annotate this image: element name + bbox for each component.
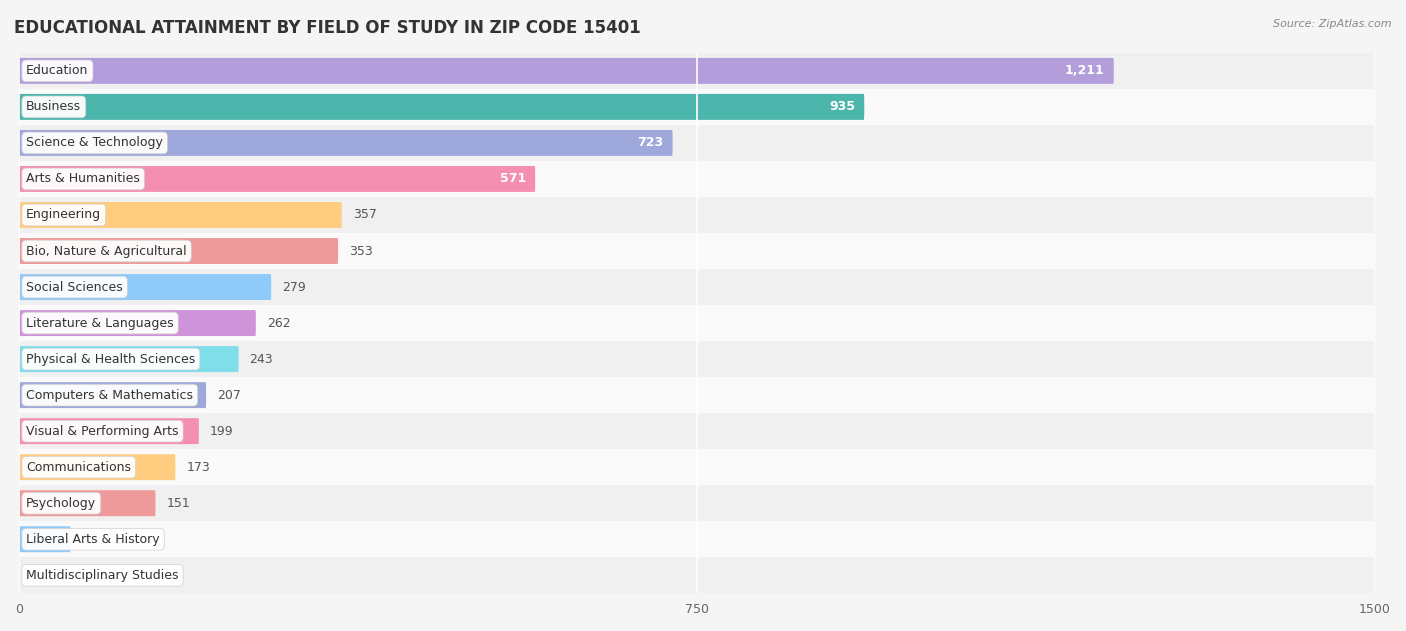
Text: Science & Technology: Science & Technology (27, 136, 163, 150)
Text: Liberal Arts & History: Liberal Arts & History (27, 533, 160, 546)
Text: Source: ZipAtlas.com: Source: ZipAtlas.com (1274, 19, 1392, 29)
FancyBboxPatch shape (20, 490, 156, 516)
Text: Bio, Nature & Agricultural: Bio, Nature & Agricultural (27, 245, 187, 257)
Text: Multidisciplinary Studies: Multidisciplinary Studies (27, 569, 179, 582)
FancyBboxPatch shape (20, 526, 70, 552)
Text: 262: 262 (267, 317, 290, 329)
Text: Visual & Performing Arts: Visual & Performing Arts (27, 425, 179, 438)
Text: 0: 0 (30, 569, 38, 582)
Text: Social Sciences: Social Sciences (27, 281, 122, 293)
FancyBboxPatch shape (20, 346, 239, 372)
Text: 353: 353 (349, 245, 373, 257)
Text: Engineering: Engineering (27, 208, 101, 221)
Bar (20, 341, 1375, 377)
FancyBboxPatch shape (20, 454, 176, 480)
Text: 173: 173 (186, 461, 209, 474)
Text: 243: 243 (249, 353, 273, 365)
FancyBboxPatch shape (20, 382, 207, 408)
Text: Computers & Mathematics: Computers & Mathematics (27, 389, 193, 401)
FancyBboxPatch shape (20, 202, 342, 228)
Bar (20, 413, 1375, 449)
Text: 357: 357 (353, 208, 377, 221)
Text: Education: Education (27, 64, 89, 78)
FancyBboxPatch shape (20, 310, 256, 336)
Text: EDUCATIONAL ATTAINMENT BY FIELD OF STUDY IN ZIP CODE 15401: EDUCATIONAL ATTAINMENT BY FIELD OF STUDY… (14, 19, 641, 37)
Text: Arts & Humanities: Arts & Humanities (27, 172, 141, 186)
Text: 207: 207 (217, 389, 240, 401)
Bar (20, 521, 1375, 557)
FancyBboxPatch shape (20, 94, 865, 120)
Text: 723: 723 (637, 136, 664, 150)
FancyBboxPatch shape (20, 130, 672, 156)
Bar (20, 269, 1375, 305)
Bar (20, 161, 1375, 197)
FancyBboxPatch shape (20, 58, 1114, 84)
Bar (20, 125, 1375, 161)
Text: Physical & Health Sciences: Physical & Health Sciences (27, 353, 195, 365)
Bar (20, 449, 1375, 485)
Text: 199: 199 (209, 425, 233, 438)
FancyBboxPatch shape (20, 166, 536, 192)
Text: 151: 151 (166, 497, 190, 510)
Text: Literature & Languages: Literature & Languages (27, 317, 174, 329)
FancyBboxPatch shape (20, 238, 337, 264)
FancyBboxPatch shape (20, 418, 198, 444)
Bar (20, 53, 1375, 89)
Bar (20, 89, 1375, 125)
Text: 57: 57 (82, 533, 97, 546)
Text: 571: 571 (501, 172, 526, 186)
FancyBboxPatch shape (20, 274, 271, 300)
Bar (20, 377, 1375, 413)
Text: Psychology: Psychology (27, 497, 97, 510)
Bar (20, 557, 1375, 593)
Text: 279: 279 (283, 281, 307, 293)
Text: Communications: Communications (27, 461, 131, 474)
Bar (20, 485, 1375, 521)
Bar (20, 305, 1375, 341)
Text: Business: Business (27, 100, 82, 114)
Bar (20, 197, 1375, 233)
Text: 935: 935 (830, 100, 855, 114)
Bar (20, 233, 1375, 269)
Text: 1,211: 1,211 (1064, 64, 1105, 78)
